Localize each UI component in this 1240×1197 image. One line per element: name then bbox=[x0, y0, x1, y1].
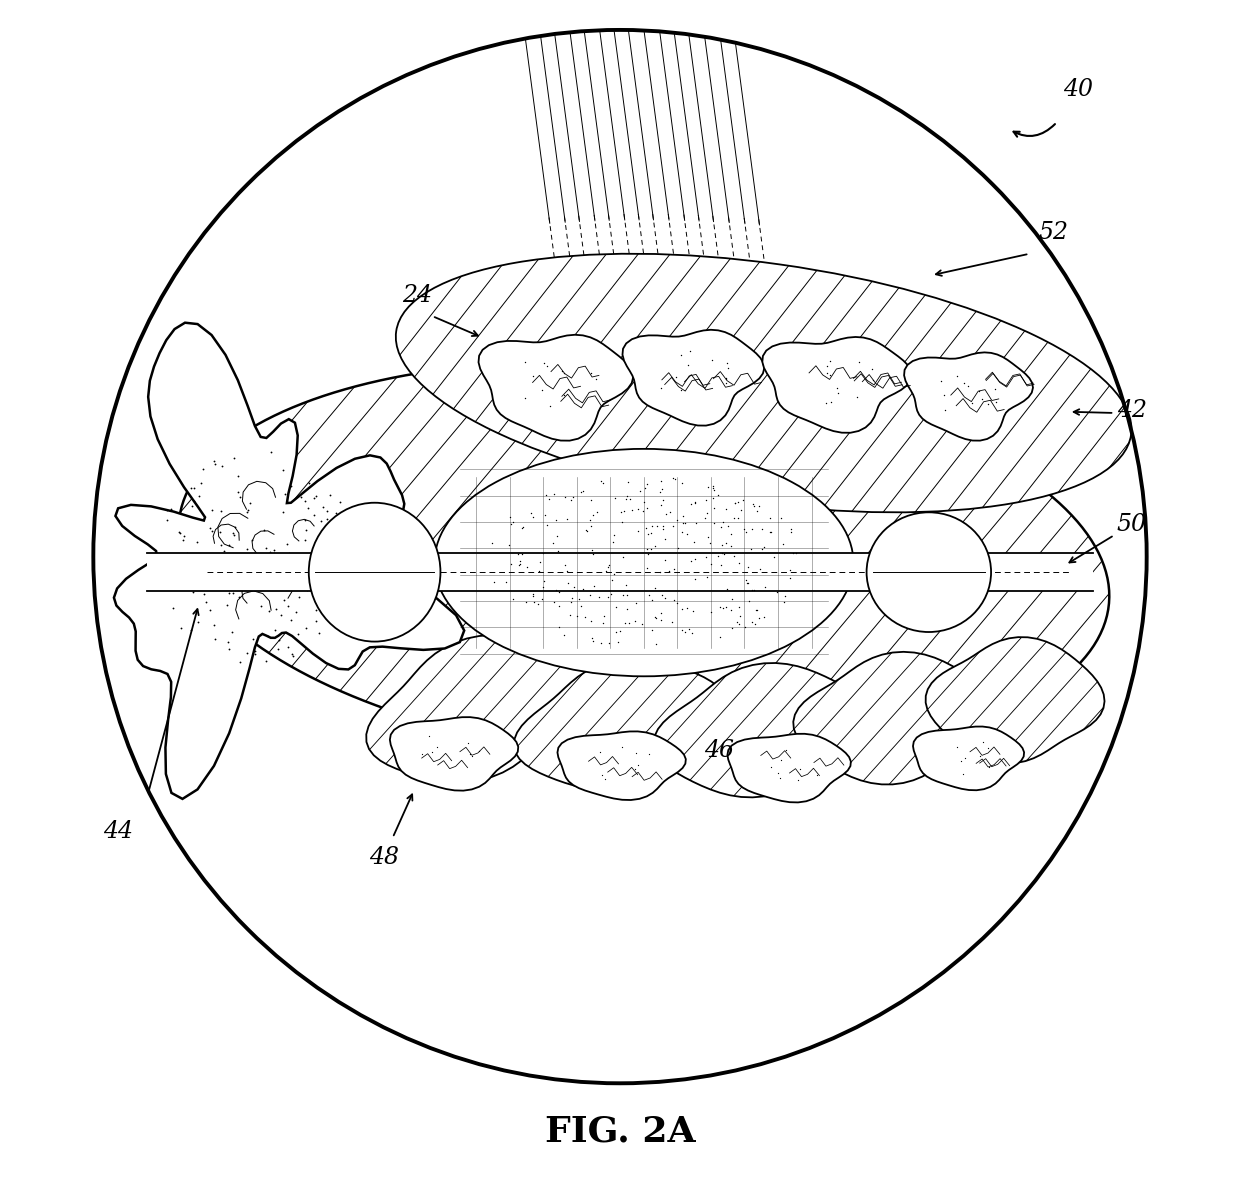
Ellipse shape bbox=[396, 254, 1131, 512]
Text: 44: 44 bbox=[103, 820, 133, 843]
Polygon shape bbox=[913, 727, 1024, 790]
Polygon shape bbox=[763, 338, 911, 433]
Polygon shape bbox=[558, 731, 686, 800]
Polygon shape bbox=[728, 734, 851, 802]
Polygon shape bbox=[904, 352, 1033, 440]
Text: 40: 40 bbox=[1063, 78, 1092, 101]
Polygon shape bbox=[114, 323, 464, 798]
Bar bbox=[148, 553, 1092, 591]
Polygon shape bbox=[366, 636, 587, 782]
Text: 42: 42 bbox=[1117, 399, 1147, 421]
Polygon shape bbox=[622, 330, 764, 426]
Polygon shape bbox=[653, 663, 869, 797]
Polygon shape bbox=[479, 335, 634, 440]
Text: 48: 48 bbox=[368, 846, 398, 869]
Polygon shape bbox=[513, 658, 727, 790]
Text: 52: 52 bbox=[1039, 221, 1069, 244]
Polygon shape bbox=[794, 652, 997, 784]
Polygon shape bbox=[926, 637, 1105, 764]
Text: 46: 46 bbox=[704, 739, 734, 761]
Ellipse shape bbox=[867, 512, 991, 632]
Polygon shape bbox=[389, 717, 518, 791]
Polygon shape bbox=[179, 361, 1110, 764]
Text: FIG. 2A: FIG. 2A bbox=[544, 1114, 696, 1148]
Text: 50: 50 bbox=[1117, 514, 1147, 536]
Text: 24: 24 bbox=[402, 284, 433, 306]
Ellipse shape bbox=[309, 503, 440, 642]
Ellipse shape bbox=[434, 449, 853, 676]
